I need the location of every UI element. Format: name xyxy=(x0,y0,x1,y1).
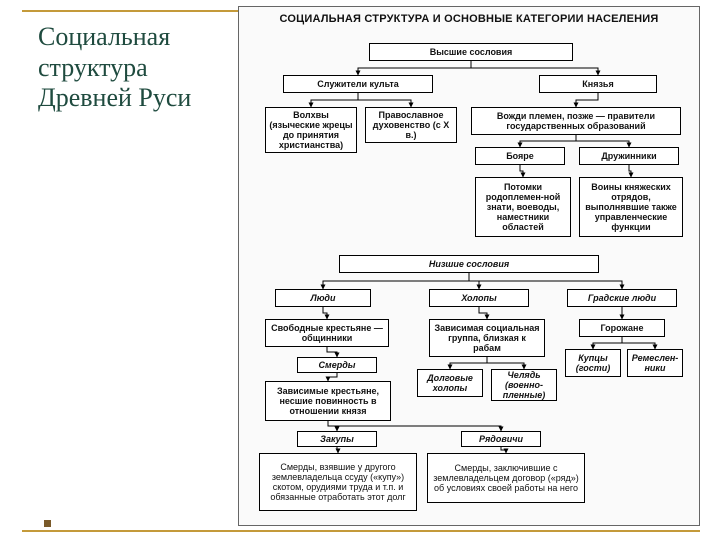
node-kupcy: Купцы (гости) xyxy=(565,349,621,377)
node-zakupy: Закупы xyxy=(297,431,377,447)
node-cult: Служители культа xyxy=(283,75,433,93)
node-svobkr: Свободные крестьяне — общинники xyxy=(265,319,389,347)
bottom-rule xyxy=(22,530,700,532)
node-potomki: Потомки родоплемен-ной знати, воеводы, н… xyxy=(475,177,571,237)
node-top: Высшие сословия xyxy=(369,43,573,61)
footer-bullet xyxy=(44,520,51,527)
node-chel: Челядь (военно-пленные) xyxy=(491,369,557,401)
node-druzh: Дружинники xyxy=(579,147,679,165)
node-voiny: Воины княжеских отрядов, выполнявшие так… xyxy=(579,177,683,237)
slide-title: Социальная структура Древней Руси xyxy=(38,22,238,114)
chart-title: СОЦИАЛЬНАЯ СТРУКТУРА И ОСНОВНЫЕ КАТЕГОРИ… xyxy=(239,7,699,30)
node-zavis: Зависимая социальная группа, близкая к р… xyxy=(429,319,545,357)
node-zavkr: Зависимые крестьяне, несшие повинность в… xyxy=(265,381,391,421)
node-pravosl: Православное духовенство (с X в.) xyxy=(365,107,457,143)
node-dolg: Долговые холопы xyxy=(417,369,483,397)
node-remes: Ремеслен-ники xyxy=(627,349,683,377)
node-vopl: Вожди племен, позже — правители государс… xyxy=(471,107,681,135)
node-smerdy: Смерды xyxy=(297,357,377,373)
node-goroj: Горожане xyxy=(579,319,665,337)
node-ludi: Люди xyxy=(275,289,371,307)
org-chart: СОЦИАЛЬНАЯ СТРУКТУРА И ОСНОВНЫЕ КАТЕГОРИ… xyxy=(238,6,700,526)
node-boyare: Бояре xyxy=(475,147,565,165)
node-knyaz: Князья xyxy=(539,75,657,93)
node-grad: Градские люди xyxy=(567,289,677,307)
node-ryadtxt: Смерды, заключившие с землевладельцем до… xyxy=(427,453,585,503)
node-ryad: Рядовичи xyxy=(461,431,541,447)
node-holopy: Холопы xyxy=(429,289,529,307)
node-volhvy: Волхвы (языческие жрецы до принятия хрис… xyxy=(265,107,357,153)
node-zaktxt: Смерды, взявшие у другого землевладельца… xyxy=(259,453,417,511)
node-low: Низшие сословия xyxy=(339,255,599,273)
